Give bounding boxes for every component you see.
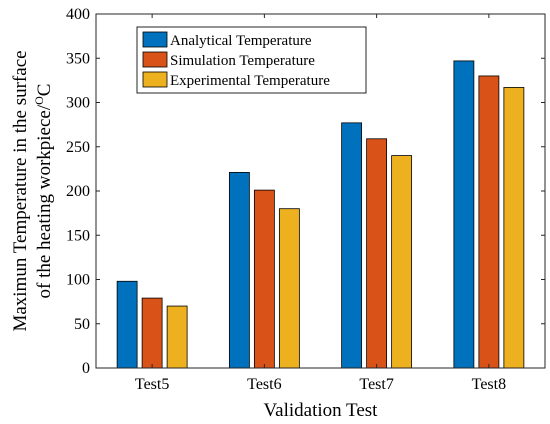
y-axis-label-line2: of the heating workpiece/OC: [32, 84, 55, 299]
bar-test7-series-1: [341, 122, 363, 369]
x-tick-label: Test8: [472, 376, 506, 393]
y-tick-label: 350: [66, 50, 90, 67]
bar-test6-series-1: [228, 172, 250, 369]
y-tick-label: 250: [66, 139, 90, 156]
legend-label-3: Experimental Temperature: [170, 73, 330, 89]
legend-swatch-1: [142, 31, 168, 48]
x-axis-label: Validation Test: [264, 400, 379, 421]
bar-test5-series-3: [166, 305, 188, 369]
y-axis-label-degree: O: [32, 96, 46, 105]
y-axis-label-text: of the heating workpiece/: [34, 104, 55, 298]
x-tick-label: Test5: [135, 376, 169, 393]
y-tick-label: 100: [66, 272, 90, 289]
bars-group: [116, 60, 525, 369]
bar-test8-series-1: [453, 60, 475, 369]
y-axis-label-line1: Maximun Temperature in the surface: [10, 50, 31, 331]
legend-label-1: Analytical Temperature: [170, 33, 312, 49]
bar-test5-series-2: [141, 297, 163, 369]
y-tick-label: 150: [66, 227, 90, 244]
bar-test8-series-2: [478, 75, 500, 369]
legend-box: [136, 26, 367, 94]
y-tick-label: 50: [74, 316, 90, 333]
y-tick-label: 400: [66, 6, 90, 23]
bar-test7-series-2: [366, 138, 388, 369]
y-axis-ticks: 0 50 100 150 200 250 300 350 400: [66, 6, 545, 377]
bar-test5-series-1: [116, 280, 138, 369]
legend-swatch-2: [142, 51, 168, 68]
y-tick-label: 0: [82, 360, 90, 377]
y-axis-label-unit: C: [34, 84, 55, 97]
x-tick-label: Test7: [359, 376, 393, 393]
legend-swatch-3: [142, 71, 168, 88]
y-tick-label: 200: [66, 183, 90, 200]
x-tick-label: Test6: [247, 376, 281, 393]
bar-test6-series-2: [253, 189, 275, 369]
bar-test6-series-3: [278, 208, 300, 369]
y-tick-label: 300: [66, 95, 90, 112]
legend-label-2: Simulation Temperature: [170, 53, 315, 69]
bar-test8-series-3: [503, 87, 525, 369]
x-axis-ticks: Test5 Test6 Test7 Test8: [135, 14, 506, 393]
bar-test7-series-3: [391, 155, 413, 369]
y-axis-label: Maximun Temperature in the surface: [10, 50, 31, 331]
legend: Analytical Temperature Simulation Tempera…: [136, 26, 367, 94]
